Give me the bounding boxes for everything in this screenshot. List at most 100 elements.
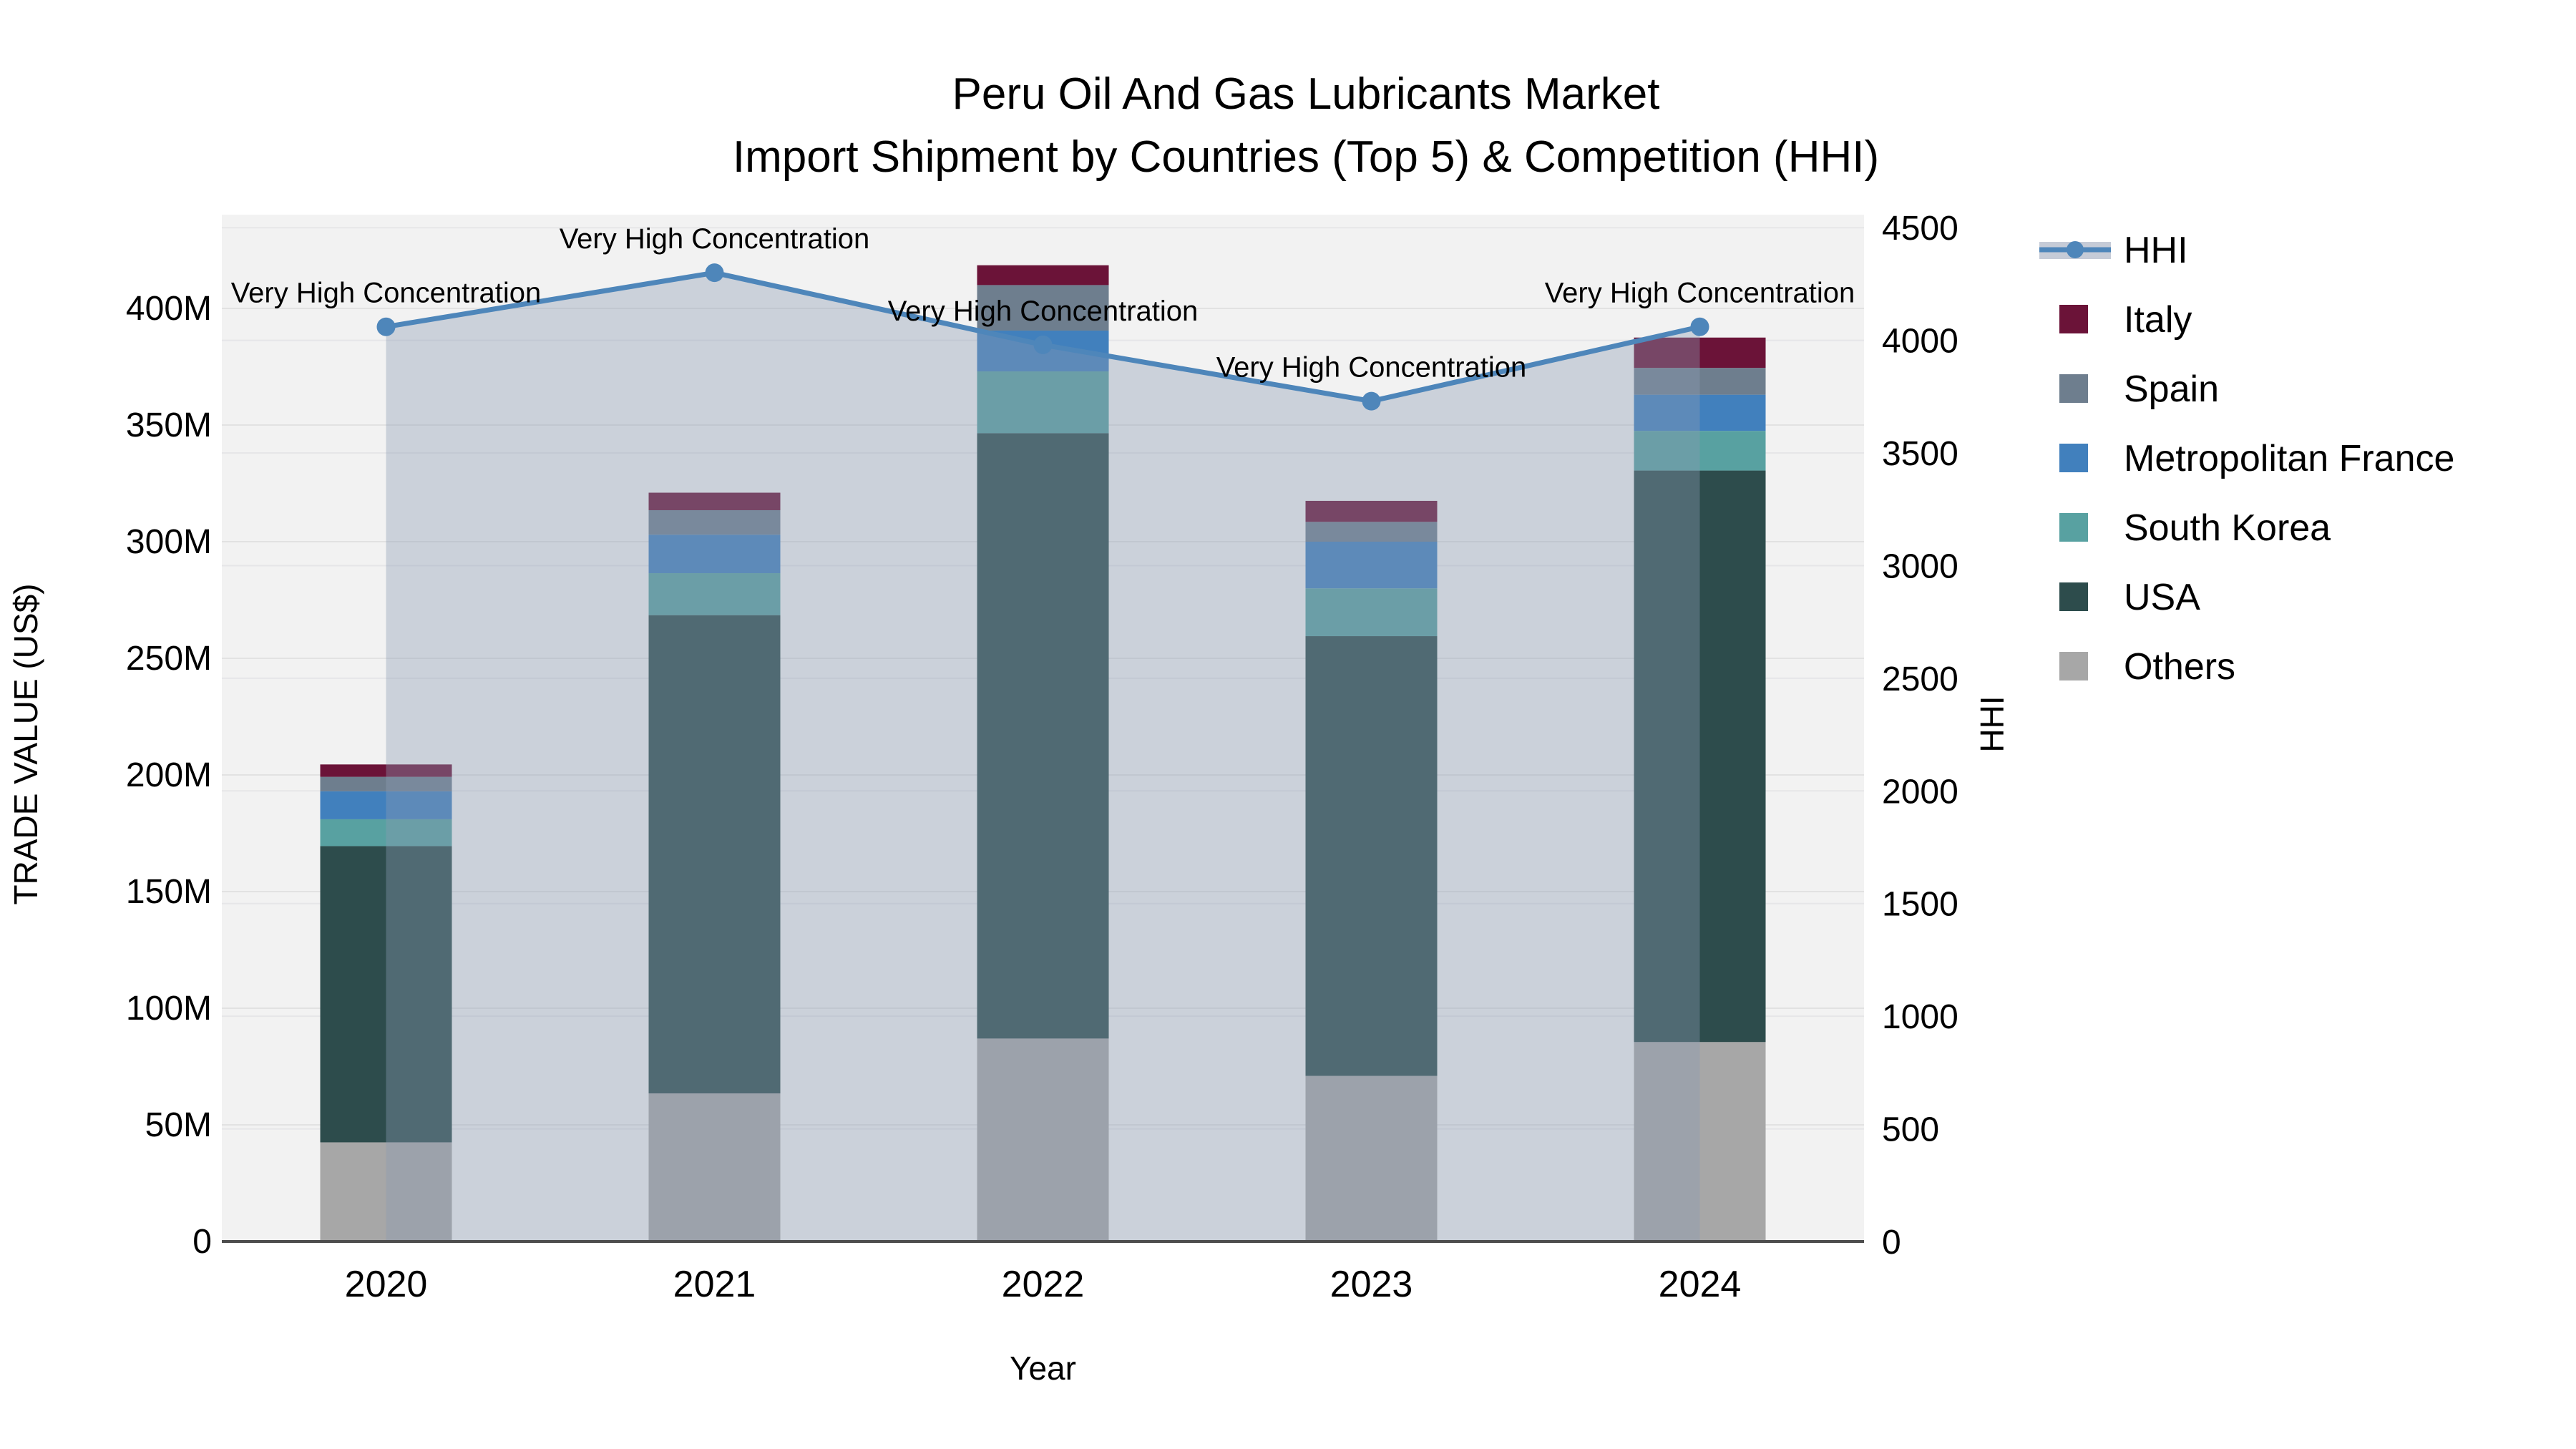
y-left-tick-250M: 250M (126, 640, 212, 678)
annotation-2023: Very High Concentration (1216, 352, 1527, 384)
bar-segment-2022-south-korea (977, 371, 1109, 434)
y-left-tick-0: 0 (192, 1223, 212, 1261)
bar-segment-2021-south-korea (648, 573, 781, 615)
x-tick-labels: 2020 2021 2022 2023 2024 (345, 1264, 1742, 1305)
annotation-2024: Very High Concentration (1545, 278, 1855, 309)
bar-segment-2024-others (1634, 1042, 1766, 1241)
y-right-tick-1500: 1500 (1882, 886, 1958, 924)
legend-item-usa: USA (2059, 577, 2200, 618)
bar-segment-2023-italy (1305, 500, 1438, 522)
y-right-tick-1000: 1000 (1882, 998, 1958, 1036)
y-right-tick-4000: 4000 (1882, 323, 1958, 361)
bar-segment-2024-italy (1634, 337, 1766, 369)
legend-item-others: Others (2059, 646, 2235, 688)
bar-segment-2024-usa (1634, 470, 1766, 1043)
bar-segment-2022-italy (977, 265, 1109, 286)
annotation-2022: Very High Concentration (888, 296, 1199, 327)
y-left-tick-50M: 50M (145, 1106, 212, 1144)
hhi-annotations: Very High Concentration Very High Concent… (231, 223, 1855, 383)
bar-segment-2020-others (320, 1142, 452, 1241)
legend-item-hhi: HHI (2039, 230, 2188, 271)
bar-segment-2022-spain (977, 285, 1109, 331)
y-left-tick-350M: 350M (126, 406, 212, 444)
y-right-tick-4500: 4500 (1882, 210, 1958, 248)
bar-segment-2023-metropolitan-france (1305, 542, 1438, 589)
hhi-marker-2022 (1033, 335, 1053, 354)
bar-segment-2024-south-korea (1634, 431, 1766, 471)
legend-label: USA (2124, 577, 2200, 618)
y-right-tick-2500: 2500 (1882, 660, 1958, 698)
bar-segment-2020-metropolitan-france (320, 791, 452, 819)
bar-2022 (977, 265, 1109, 1241)
legend-label: Others (2124, 646, 2235, 688)
y-left-tick-100M: 100M (126, 990, 212, 1028)
hhi-marker-2020 (376, 317, 396, 336)
hhi-marker-2023 (1362, 391, 1381, 411)
legend: HHI Italy Spain Metropolitan France South Ko… (2039, 230, 2454, 688)
legend-swatch-icon (2059, 652, 2088, 680)
legend-label: HHI (2124, 230, 2188, 271)
chart-title-line1: Peru Oil And Gas Lubricants Market (952, 69, 1659, 119)
bar-2020 (320, 764, 452, 1241)
bar-2023 (1305, 500, 1438, 1241)
y-left-tick-labels: 0 50M 100M 150M 200M 250M 300M 350M 400M (126, 290, 212, 1261)
bar-segment-2021-spain (648, 509, 781, 535)
legend-swatch-icon (2059, 582, 2088, 611)
hhi-marker-2024 (1690, 317, 1709, 336)
legend-label: Italy (2124, 299, 2192, 341)
y-right-tick-3500: 3500 (1882, 435, 1958, 473)
hhi-legend-marker-icon (2067, 241, 2084, 258)
bar-segment-2021-italy (648, 492, 781, 510)
x-axis-title: Year (1010, 1350, 1076, 1387)
legend-item-spain: Spain (2059, 369, 2219, 410)
legend-swatch-icon (2059, 374, 2088, 403)
chart-title-line2: Import Shipment by Countries (Top 5) & C… (733, 132, 1879, 182)
y-left-tick-150M: 150M (126, 873, 212, 911)
y-right-tick-2000: 2000 (1882, 773, 1958, 811)
y-right-tick-labels: 0 500 1000 1500 2000 2500 3000 3500 4000 4500 (1882, 210, 1958, 1262)
bar-segment-2023-usa (1305, 636, 1438, 1076)
bar-segment-2022-others (977, 1038, 1109, 1241)
bar-segment-2021-others (648, 1093, 781, 1241)
bar-segment-2024-spain (1634, 368, 1766, 395)
annotation-2020: Very High Concentration (231, 278, 542, 309)
legend-item-italy: Italy (2059, 299, 2192, 341)
legend-label: Spain (2124, 369, 2219, 410)
bar-segment-2021-usa (648, 615, 781, 1093)
y-left-axis-title: TRADE VALUE (US$) (7, 583, 44, 904)
y-right-tick-500: 500 (1882, 1111, 1939, 1149)
bar-2021 (648, 492, 781, 1241)
bar-2024 (1634, 337, 1766, 1241)
legend-swatch-icon (2059, 305, 2088, 333)
legend-swatch-icon (2059, 513, 2088, 542)
legend-item-metropolitan-france: Metropolitan France (2059, 438, 2454, 479)
y-left-tick-400M: 400M (126, 290, 212, 328)
x-tick-2022: 2022 (1002, 1264, 1085, 1305)
bar-segment-2020-usa (320, 846, 452, 1143)
hhi-marker-2021 (705, 263, 724, 283)
x-tick-2024: 2024 (1659, 1264, 1742, 1305)
hhi-area-fill (386, 273, 1700, 1241)
bar-segment-2022-usa (977, 433, 1109, 1039)
bar-segment-2021-metropolitan-france (648, 535, 781, 574)
annotation-2021: Very High Concentration (560, 223, 870, 255)
y-left-tick-200M: 200M (126, 756, 212, 794)
bar-segment-2024-metropolitan-france (1634, 394, 1766, 431)
bar-segment-2023-others (1305, 1075, 1438, 1241)
bar-segment-2023-south-korea (1305, 588, 1438, 637)
bar-segment-2020-italy (320, 764, 452, 777)
bar-segment-2020-south-korea (320, 819, 452, 847)
y-left-tick-300M: 300M (126, 523, 212, 561)
y-right-axis-title: HHI (1974, 696, 2011, 752)
bar-segment-2020-spain (320, 776, 452, 791)
bar-segment-2023-spain (1305, 522, 1438, 542)
legend-label: Metropolitan France (2124, 438, 2454, 479)
y-right-tick-0: 0 (1882, 1224, 1901, 1262)
x-tick-2021: 2021 (673, 1264, 756, 1305)
x-tick-2023: 2023 (1330, 1264, 1413, 1305)
legend-label: South Korea (2124, 507, 2331, 549)
hhi-markers (376, 263, 1709, 411)
x-tick-2020: 2020 (345, 1264, 428, 1305)
